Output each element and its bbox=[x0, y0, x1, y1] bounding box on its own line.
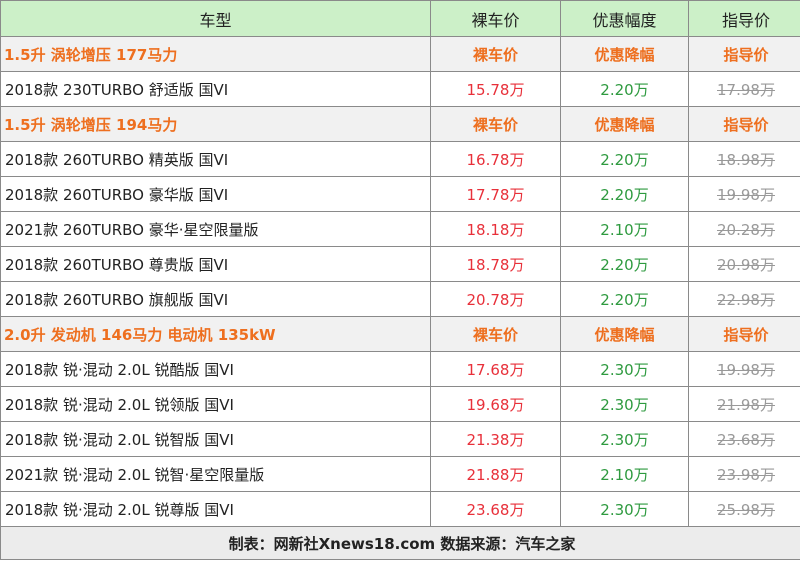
guide-price-value: 20.28万 bbox=[688, 211, 800, 247]
price-value: 17.78万 bbox=[430, 176, 561, 212]
model-name: 2021款 260TURBO 豪华·星空限量版 bbox=[0, 211, 431, 247]
table-row: 2018款 260TURBO 尊贵版 国VI 18.78万 2.20万 20.9… bbox=[0, 246, 800, 282]
table-row: 2018款 260TURBO 豪华版 国VI 17.78万 2.20万 19.9… bbox=[0, 176, 800, 212]
discount-value: 2.20万 bbox=[560, 281, 689, 317]
group-title: 2.0升 发动机 146马力 电动机 135kW bbox=[0, 316, 431, 352]
group-title: 1.5升 涡轮增压 194马力 bbox=[0, 106, 431, 142]
group-price-label: 裸车价 bbox=[430, 36, 561, 72]
table-body: 1.5升 涡轮增压 177马力 裸车价 优惠降幅 指导价 2018款 230TU… bbox=[0, 36, 800, 560]
group-discount-label: 优惠降幅 bbox=[560, 36, 689, 72]
table-row: 2018款 230TURBO 舒适版 国VI 15.78万 2.20万 17.9… bbox=[0, 71, 800, 107]
discount-value: 2.20万 bbox=[560, 176, 689, 212]
price-value: 18.18万 bbox=[430, 211, 561, 247]
table-row: 2018款 锐·混动 2.0L 锐智版 国VI 21.38万 2.30万 23.… bbox=[0, 421, 800, 457]
group-row: 1.5升 涡轮增压 194马力 裸车价 优惠降幅 指导价 bbox=[0, 106, 800, 142]
table-row: 2021款 260TURBO 豪华·星空限量版 18.18万 2.10万 20.… bbox=[0, 211, 800, 247]
header-discount: 优惠幅度 bbox=[560, 0, 689, 37]
discount-value: 2.10万 bbox=[560, 211, 689, 247]
table-header: 车型 裸车价 优惠幅度 指导价 bbox=[0, 0, 800, 37]
source-credit: 制表：网新社Xnews18.com 数据来源：汽车之家 bbox=[0, 526, 800, 560]
group-discount-label: 优惠降幅 bbox=[560, 316, 689, 352]
discount-value: 2.10万 bbox=[560, 456, 689, 492]
guide-price-value: 22.98万 bbox=[688, 281, 800, 317]
model-name: 2018款 260TURBO 精英版 国VI bbox=[0, 141, 431, 177]
group-price-label: 裸车价 bbox=[430, 316, 561, 352]
table-row: 2018款 锐·混动 2.0L 锐尊版 国VI 23.68万 2.30万 25.… bbox=[0, 491, 800, 527]
guide-price-value: 23.98万 bbox=[688, 456, 800, 492]
guide-price-value: 19.98万 bbox=[688, 176, 800, 212]
guide-price-value: 17.98万 bbox=[688, 71, 800, 107]
model-name: 2018款 锐·混动 2.0L 锐酷版 国VI bbox=[0, 351, 431, 387]
discount-value: 2.30万 bbox=[560, 351, 689, 387]
header-price: 裸车价 bbox=[430, 0, 561, 37]
group-row: 2.0升 发动机 146马力 电动机 135kW 裸车价 优惠降幅 指导价 bbox=[0, 316, 800, 352]
group-price-label: 裸车价 bbox=[430, 106, 561, 142]
group-guide-label: 指导价 bbox=[688, 316, 800, 352]
model-name: 2018款 260TURBO 尊贵版 国VI bbox=[0, 246, 431, 282]
header-model: 车型 bbox=[0, 0, 431, 37]
guide-price-value: 18.98万 bbox=[688, 141, 800, 177]
discount-value: 2.20万 bbox=[560, 71, 689, 107]
group-guide-label: 指导价 bbox=[688, 36, 800, 72]
group-title: 1.5升 涡轮增压 177马力 bbox=[0, 36, 431, 72]
price-value: 21.38万 bbox=[430, 421, 561, 457]
price-value: 18.78万 bbox=[430, 246, 561, 282]
table-row: 2018款 260TURBO 精英版 国VI 16.78万 2.20万 18.9… bbox=[0, 141, 800, 177]
group-discount-label: 优惠降幅 bbox=[560, 106, 689, 142]
model-name: 2018款 260TURBO 旗舰版 国VI bbox=[0, 281, 431, 317]
model-name: 2018款 锐·混动 2.0L 锐尊版 国VI bbox=[0, 491, 431, 527]
table-row: 2018款 锐·混动 2.0L 锐酷版 国VI 17.68万 2.30万 19.… bbox=[0, 351, 800, 387]
model-name: 2018款 230TURBO 舒适版 国VI bbox=[0, 71, 431, 107]
model-name: 2018款 260TURBO 豪华版 国VI bbox=[0, 176, 431, 212]
table-row: 2018款 260TURBO 旗舰版 国VI 20.78万 2.20万 22.9… bbox=[0, 281, 800, 317]
guide-price-value: 19.98万 bbox=[688, 351, 800, 387]
header-guide: 指导价 bbox=[688, 0, 800, 37]
price-value: 19.68万 bbox=[430, 386, 561, 422]
footer-row: 制表：网新社Xnews18.com 数据来源：汽车之家 bbox=[0, 526, 800, 560]
model-name: 2018款 锐·混动 2.0L 锐智版 国VI bbox=[0, 421, 431, 457]
price-value: 20.78万 bbox=[430, 281, 561, 317]
header-row: 车型 裸车价 优惠幅度 指导价 bbox=[0, 0, 800, 37]
model-name: 2018款 锐·混动 2.0L 锐领版 国VI bbox=[0, 386, 431, 422]
price-value: 16.78万 bbox=[430, 141, 561, 177]
discount-value: 2.30万 bbox=[560, 386, 689, 422]
price-value: 23.68万 bbox=[430, 491, 561, 527]
table-row: 2018款 锐·混动 2.0L 锐领版 国VI 19.68万 2.30万 21.… bbox=[0, 386, 800, 422]
guide-price-value: 20.98万 bbox=[688, 246, 800, 282]
guide-price-value: 23.68万 bbox=[688, 421, 800, 457]
guide-price-value: 21.98万 bbox=[688, 386, 800, 422]
price-value: 15.78万 bbox=[430, 71, 561, 107]
discount-value: 2.30万 bbox=[560, 421, 689, 457]
model-name: 2021款 锐·混动 2.0L 锐智·星空限量版 bbox=[0, 456, 431, 492]
table-row: 2021款 锐·混动 2.0L 锐智·星空限量版 21.88万 2.10万 23… bbox=[0, 456, 800, 492]
discount-value: 2.20万 bbox=[560, 246, 689, 282]
discount-value: 2.30万 bbox=[560, 491, 689, 527]
group-row: 1.5升 涡轮增压 177马力 裸车价 优惠降幅 指导价 bbox=[0, 36, 800, 72]
guide-price-value: 25.98万 bbox=[688, 491, 800, 527]
price-value: 17.68万 bbox=[430, 351, 561, 387]
price-value: 21.88万 bbox=[430, 456, 561, 492]
group-guide-label: 指导价 bbox=[688, 106, 800, 142]
discount-value: 2.20万 bbox=[560, 141, 689, 177]
